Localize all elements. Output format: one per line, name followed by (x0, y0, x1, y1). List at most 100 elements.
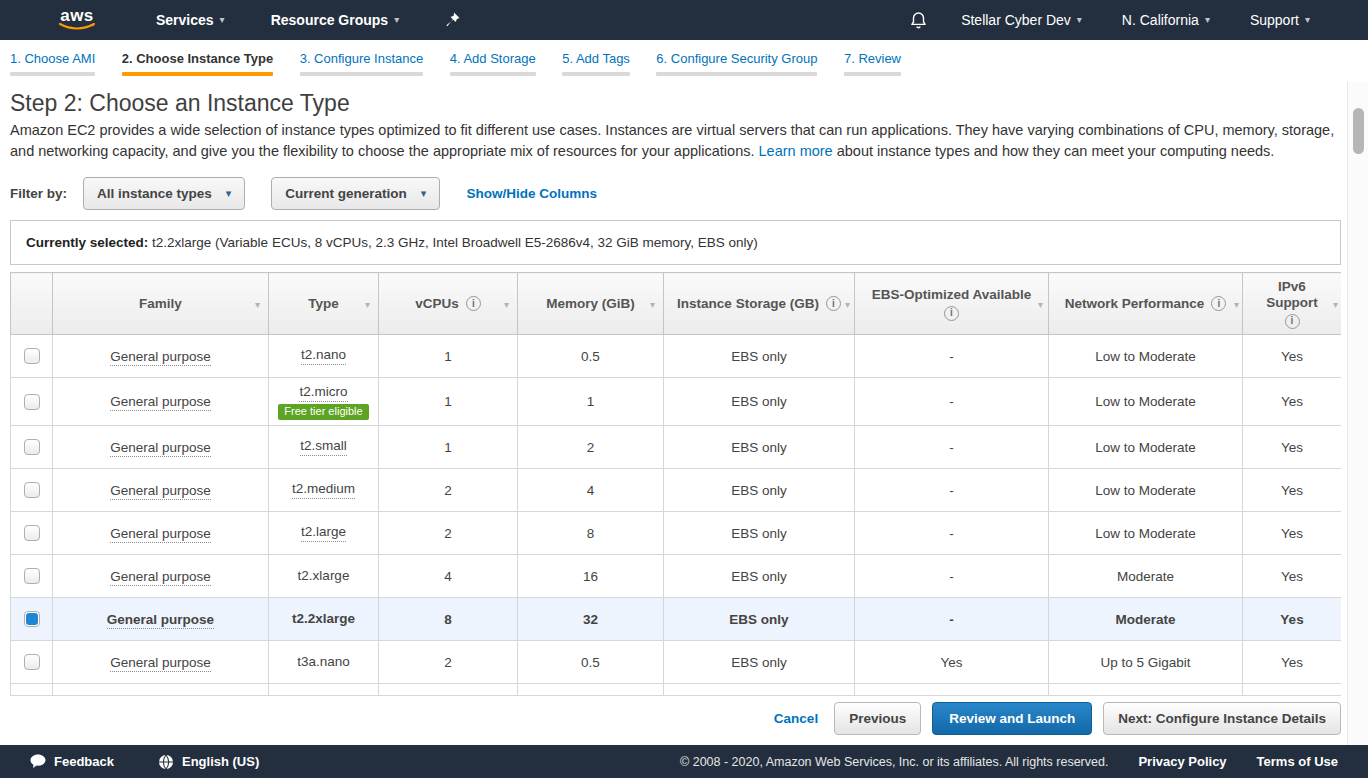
instance-type-filter-dropdown[interactable]: All instance types▾ (83, 177, 245, 210)
feedback-button[interactable]: Feedback (30, 754, 114, 769)
chevron-down-icon: ▾ (226, 188, 232, 199)
terms-of-use-link[interactable]: Terms of Use (1257, 754, 1338, 769)
type-cell: t3a.nano (297, 654, 350, 670)
table-row[interactable]: General purpose t2.nano 1 0.5 EBS only -… (11, 335, 1342, 378)
ebs-optimized-cell: - (855, 469, 1049, 512)
sort-caret-icon: ▾ (365, 298, 370, 309)
instance-storage-cell: EBS only (664, 469, 855, 512)
memory-cell: 2 (518, 426, 664, 469)
instance-storage-cell (664, 684, 855, 697)
family-cell: General purpose (110, 394, 211, 411)
vcpus-cell: 1 (379, 426, 518, 469)
nav-resource-groups-menu[interactable]: Resource Groups▾ (271, 12, 400, 28)
memory-cell: 0.5 (518, 335, 664, 378)
family-cell: General purpose (110, 483, 211, 500)
tab-configure-security-group[interactable]: 6. Configure Security Group (656, 51, 817, 76)
ipv6-support-cell (1243, 684, 1342, 697)
col-header-ebs-optimized[interactable]: EBS-Optimized Availablei ▾ (855, 273, 1049, 335)
previous-button[interactable]: Previous (834, 702, 921, 735)
scrollbar-thumb[interactable] (1353, 108, 1364, 154)
type-cell: t2.large (301, 524, 346, 542)
tab-configure-instance[interactable]: 3. Configure Instance (300, 51, 424, 76)
memory-cell: 8 (518, 512, 664, 555)
col-header-instance-storage[interactable]: Instance Storage (GB)i ▾ (664, 273, 855, 335)
table-row[interactable]: General purpose t2.2xlarge 8 32 EBS only… (11, 598, 1342, 641)
table-row[interactable]: General purpose t2.large 2 8 EBS only - … (11, 512, 1342, 555)
learn-more-link[interactable]: Learn more (759, 143, 833, 159)
review-and-launch-button[interactable]: Review and Launch (932, 702, 1092, 735)
generation-filter-dropdown[interactable]: Current generation▾ (271, 177, 440, 210)
table-row[interactable]: General purpose t3a.nano 2 0.5 EBS only … (11, 641, 1342, 684)
col-header-network-performance[interactable]: Network Performancei ▾ (1049, 273, 1243, 335)
vcpus-cell: 2 (379, 512, 518, 555)
info-icon[interactable]: i (826, 296, 841, 311)
pin-shortcut-icon[interactable] (445, 12, 460, 28)
ipv6-support-cell: Yes (1243, 598, 1342, 641)
network-performance-cell: Low to Moderate (1049, 512, 1243, 555)
table-row[interactable]: General purpose t2.xlarge 4 16 EBS only … (11, 555, 1342, 598)
col-header-vcpus[interactable]: vCPUsi ▾ (379, 273, 518, 335)
ipv6-support-cell: Yes (1243, 641, 1342, 684)
feedback-bubble-icon (30, 754, 46, 769)
table-row[interactable]: General purpose t2.small 1 2 EBS only - … (11, 426, 1342, 469)
cancel-link[interactable]: Cancel (774, 711, 818, 726)
network-performance-cell: Low to Moderate (1049, 378, 1243, 426)
filter-by-label: Filter by: (10, 186, 67, 201)
row-checkbox[interactable] (24, 439, 40, 455)
nav-support-menu[interactable]: Support▾ (1250, 12, 1310, 28)
table-row[interactable] (11, 684, 1342, 697)
tab-review[interactable]: 7. Review (844, 51, 901, 76)
copyright-text: © 2008 - 2020, Amazon Web Services, Inc.… (680, 755, 1108, 769)
row-checkbox[interactable] (24, 611, 40, 627)
row-checkbox[interactable] (24, 654, 40, 670)
ipv6-support-cell: Yes (1243, 378, 1342, 426)
nav-account-menu[interactable]: Stellar Cyber Dev▾ (961, 12, 1082, 28)
filter-row: Filter by: All instance types▾ Current g… (10, 176, 1358, 210)
info-icon[interactable]: i (1211, 296, 1226, 311)
nav-region-menu[interactable]: N. California▾ (1122, 12, 1210, 28)
show-hide-columns-link[interactable]: Show/Hide Columns (466, 186, 597, 201)
nav-services-menu[interactable]: Services▾ (156, 12, 225, 28)
aws-logo[interactable]: aws (58, 8, 96, 32)
family-cell: General purpose (110, 526, 211, 543)
footer-bar: Feedback English (US) © 2008 - 2020, Ama… (0, 745, 1368, 778)
type-cell: t2.xlarge (298, 568, 350, 584)
network-performance-cell: Moderate (1049, 598, 1243, 641)
col-header-ipv6-support[interactable]: IPv6 Supporti ▾ (1243, 273, 1342, 335)
row-checkbox[interactable] (24, 394, 40, 410)
col-header-type[interactable]: Type ▾ (269, 273, 379, 335)
family-cell: General purpose (107, 612, 214, 629)
info-icon[interactable]: i (944, 306, 959, 321)
tab-add-storage[interactable]: 4. Add Storage (450, 51, 536, 76)
family-cell: General purpose (110, 349, 211, 366)
ebs-optimized-cell: - (855, 426, 1049, 469)
tab-choose-instance-type[interactable]: 2. Choose Instance Type (122, 51, 273, 76)
info-icon[interactable]: i (1285, 314, 1300, 329)
memory-cell (518, 684, 664, 697)
row-checkbox[interactable] (24, 482, 40, 498)
chevron-down-icon: ▾ (1077, 15, 1082, 25)
table-row[interactable]: General purpose t2.microFree tier eligib… (11, 378, 1342, 426)
network-performance-cell: Low to Moderate (1049, 469, 1243, 512)
tab-add-tags[interactable]: 5. Add Tags (562, 51, 630, 76)
language-selector[interactable]: English (US) (158, 754, 259, 770)
row-checkbox[interactable] (24, 348, 40, 364)
next-configure-instance-button[interactable]: Next: Configure Instance Details (1103, 702, 1341, 735)
ipv6-support-cell: Yes (1243, 335, 1342, 378)
row-checkbox[interactable] (24, 568, 40, 584)
footer-right-group: © 2008 - 2020, Amazon Web Services, Inc.… (680, 754, 1338, 769)
col-header-family[interactable]: Family ▾ (53, 273, 269, 335)
info-icon[interactable]: i (466, 296, 481, 311)
wizard-step-tabs: 1. Choose AMI 2. Choose Instance Type 3.… (0, 40, 1368, 81)
chevron-down-icon: ▾ (220, 15, 225, 25)
sort-caret-icon: ▾ (1234, 298, 1239, 309)
tab-choose-ami[interactable]: 1. Choose AMI (10, 51, 95, 76)
privacy-policy-link[interactable]: Privacy Policy (1138, 754, 1226, 769)
col-header-memory[interactable]: Memory (GiB) ▾ (518, 273, 664, 335)
instance-storage-cell: EBS only (664, 598, 855, 641)
notifications-bell-icon[interactable] (910, 11, 927, 29)
page-scrollbar[interactable] (1347, 82, 1368, 745)
instance-storage-cell: EBS only (664, 512, 855, 555)
row-checkbox[interactable] (24, 525, 40, 541)
table-row[interactable]: General purpose t2.medium 2 4 EBS only -… (11, 469, 1342, 512)
